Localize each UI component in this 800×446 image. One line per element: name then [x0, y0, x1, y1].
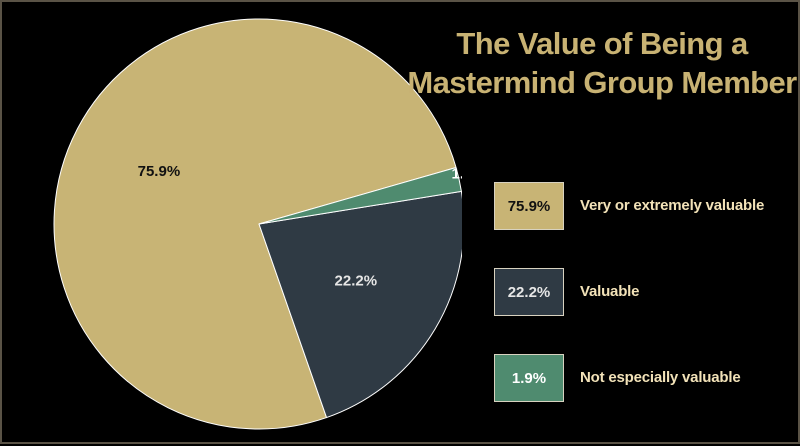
pie-slice-0	[53, 18, 457, 430]
pie-data-label-0: 75.9%	[138, 163, 181, 180]
legend-item-not-especially-valuable: 1.9% Not especially valuable	[494, 354, 794, 402]
pie-data-label-1: 22.2%	[335, 273, 378, 290]
legend-swatch: 75.9%	[494, 182, 564, 230]
legend-item-very-valuable: 75.9% Very or extremely valuable	[494, 182, 794, 230]
legend-label: Valuable	[580, 283, 640, 300]
legend-swatch: 1.9%	[494, 354, 564, 402]
chart-title: The Value of Being a Mastermind Group Me…	[407, 24, 797, 102]
legend-label: Very or extremely valuable	[580, 197, 765, 214]
legend-label: Not especially valuable	[580, 369, 741, 386]
pie-slice-2	[258, 166, 462, 225]
legend-item-valuable: 22.2% Valuable	[494, 268, 794, 316]
pie-data-label-2: 1.9%	[451, 166, 462, 183]
chart-title-line-2: Mastermind Group Member	[407, 65, 797, 100]
pie-slice-1	[258, 190, 462, 419]
chart-title-line-1: The Value of Being a	[456, 26, 748, 61]
legend-swatch: 22.2%	[494, 268, 564, 316]
pie-chart: 75.9% 22.2% 1.9%	[53, 18, 462, 430]
